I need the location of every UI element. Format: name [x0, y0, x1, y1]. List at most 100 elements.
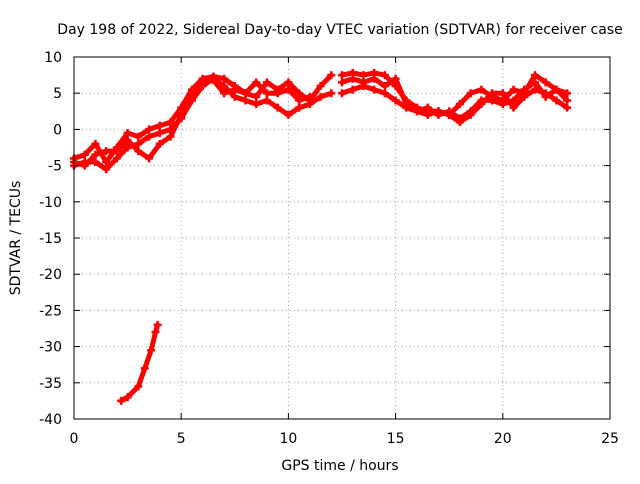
data-point: [295, 103, 304, 112]
data-point: [134, 147, 143, 156]
data-point: [455, 100, 464, 109]
data-point: [91, 157, 100, 166]
data-point: [295, 89, 304, 98]
y-tick-label: -30: [39, 340, 62, 356]
y-tick-label: -25: [39, 303, 62, 319]
data-point: [338, 89, 346, 98]
data-point: [91, 139, 100, 148]
data-point: [466, 89, 475, 98]
x-axis-label: GPS time / hours: [281, 458, 398, 474]
chart-title: Day 198 of 2022, Sidereal Day-to-day VTE…: [57, 22, 622, 38]
data-point: [455, 118, 464, 127]
data-point: [466, 110, 475, 119]
data-point: [209, 76, 218, 85]
data-point: [520, 92, 529, 101]
x-tick-label: 25: [601, 431, 619, 447]
data-point: [220, 74, 229, 83]
data-point: [380, 89, 389, 98]
data-point: [530, 78, 539, 87]
series-track-c: [70, 76, 314, 170]
x-tick-label: 5: [177, 431, 186, 447]
data-point: [305, 92, 314, 101]
series-line: [339, 83, 570, 125]
data-point: [177, 110, 186, 119]
data-point: [153, 320, 162, 329]
data-point: [252, 100, 261, 109]
data-point: [262, 89, 271, 98]
data-point: [370, 85, 379, 94]
data-point: [380, 71, 389, 80]
data-point: [541, 78, 550, 87]
data-point: [488, 96, 497, 105]
data-point: [241, 96, 250, 105]
data-point: [284, 85, 293, 94]
data-point: [147, 346, 156, 355]
data-point: [80, 150, 89, 159]
data-point: [134, 382, 143, 391]
y-tick-label: -35: [39, 376, 62, 392]
data-point: [477, 85, 486, 94]
data-point: [262, 96, 271, 105]
axis-ticks: 0 5 10 15 20 25 10 5 0 -5 -10 -15 -20 -25 -30 -35 -40: [39, 50, 619, 447]
data-point: [166, 118, 175, 127]
data-point: [563, 89, 572, 98]
data-point: [348, 85, 357, 94]
data-point: [123, 136, 132, 145]
data-point: [262, 78, 271, 87]
data-point: [220, 89, 229, 98]
data-point: [348, 74, 357, 83]
data-point: [123, 393, 132, 402]
x-tick-label: 15: [387, 431, 405, 447]
data-point: [498, 100, 507, 109]
data-point: [102, 165, 111, 174]
data-point: [151, 328, 160, 337]
x-tick-label: 10: [279, 431, 297, 447]
data-point: [445, 110, 454, 119]
data-point: [498, 89, 507, 98]
series-line: [339, 76, 570, 121]
data-point: [102, 157, 111, 166]
data-point: [391, 74, 400, 83]
data-point: [112, 154, 121, 163]
data-point: [305, 100, 314, 109]
data-point: [370, 74, 379, 83]
data-point: [530, 85, 539, 94]
series-track-g: [117, 320, 162, 405]
data-point: [380, 81, 389, 90]
y-tick-label: -10: [39, 195, 62, 211]
data-point: [134, 139, 143, 148]
data-point: [563, 103, 572, 112]
y-tick-label: -20: [39, 267, 62, 283]
data-point: [327, 89, 336, 98]
data-point: [338, 78, 346, 87]
y-tick-label: 0: [53, 122, 62, 138]
data-point: [541, 89, 550, 98]
y-tick-label: -40: [39, 412, 62, 428]
y-tick-label: -15: [39, 231, 62, 247]
data-point: [530, 71, 539, 80]
y-axis-label: SDTVAR / TECUs: [8, 181, 24, 296]
data-point: [91, 150, 100, 159]
data-point: [327, 71, 336, 80]
data-point: [145, 154, 154, 163]
series-track-f: [338, 81, 572, 127]
data-point: [391, 96, 400, 105]
data-point: [123, 143, 132, 152]
data-point: [509, 103, 518, 112]
data-point: [423, 103, 432, 112]
data-point: [155, 121, 164, 130]
data-point: [230, 85, 239, 94]
series-track-e: [338, 74, 572, 123]
data-point: [359, 71, 368, 80]
data-point: [316, 92, 325, 101]
data-point: [112, 147, 121, 156]
data-point: [140, 364, 149, 373]
y-tick-label: 5: [53, 86, 62, 102]
data-point: [155, 129, 164, 138]
x-tick-label: 20: [494, 431, 512, 447]
data-point: [284, 78, 293, 87]
data-point: [423, 110, 432, 119]
data-point: [434, 107, 443, 116]
